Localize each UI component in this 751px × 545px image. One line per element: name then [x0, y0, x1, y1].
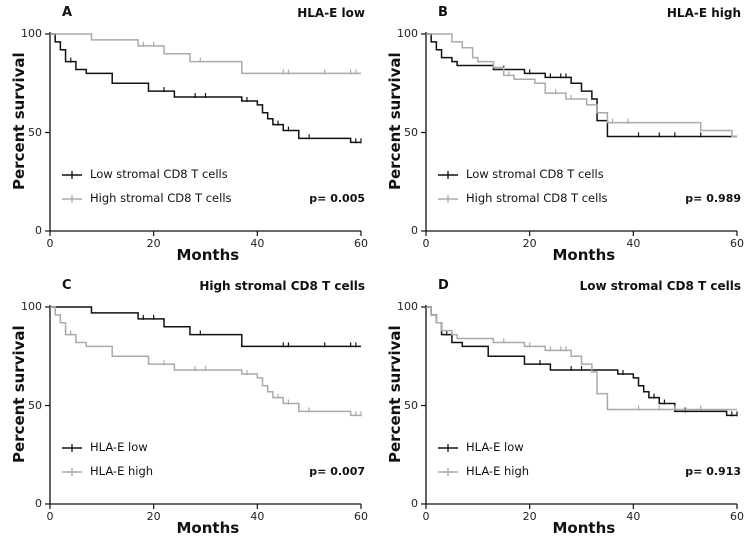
y-tick-label: 50: [28, 398, 42, 412]
panel-letter: B: [438, 5, 448, 20]
x-tick-label: 0: [46, 510, 54, 523]
y-tick-label: 50: [28, 125, 42, 139]
y-axis-title: Percent survival: [386, 52, 404, 190]
p-value: p= 0.005: [309, 192, 365, 205]
x-axis-title: Months: [552, 246, 616, 264]
x-tick-label: 0: [46, 237, 54, 250]
y-axis-title: Percent survival: [386, 325, 404, 463]
p-value: p= 0.989: [685, 192, 741, 205]
km-plot-svg: [421, 32, 738, 236]
x-tick-label: 60: [354, 510, 368, 523]
p-value: p= 0.913: [685, 465, 741, 478]
x-axis-title: Months: [176, 246, 240, 264]
p-value: p= 0.007: [309, 465, 365, 478]
km-panel-d: 0 50 100 0 20 40 60 HLA-E low HLA-E high D Low str…: [376, 273, 751, 545]
legend-label: High stromal CD8 T cells: [90, 191, 232, 205]
km-curve-gray: [426, 33, 737, 138]
km-curve-gray: [50, 306, 361, 417]
km-curve-gray: [50, 33, 361, 75]
y-tick-label: 100: [397, 300, 418, 313]
x-axis-title: Months: [176, 519, 240, 537]
km-plot-svg: [45, 32, 362, 236]
km-plot-svg: [45, 305, 362, 509]
panel-letter: A: [62, 5, 73, 20]
km-panel-a: 0 50 100 0 20 40 60 Low stromal CD8 T cells High…: [0, 0, 375, 272]
x-tick-label: 40: [250, 510, 265, 523]
panel-title: High stromal CD8 T cells: [199, 279, 365, 293]
y-tick-label: 50: [404, 125, 418, 139]
y-axis-title: Percent survival: [10, 52, 28, 190]
km-plot-svg: [421, 305, 738, 509]
x-axis-title: Months: [552, 519, 616, 537]
y-axis-title: Percent survival: [10, 325, 28, 463]
km-panel-c: 0 50 100 0 20 40 60 HLA-E low HLA-E high C High st…: [0, 273, 375, 545]
x-tick-label: 0: [422, 510, 430, 523]
x-tick-label: 40: [250, 237, 265, 250]
x-tick-label: 60: [354, 237, 368, 250]
y-tick-label: 0: [35, 497, 42, 510]
y-tick-label: 0: [411, 497, 418, 510]
x-tick-label: 20: [146, 237, 161, 250]
km-curve-black: [50, 306, 361, 348]
y-tick-label: 100: [397, 27, 418, 40]
x-tick-label: 40: [626, 510, 641, 523]
y-tick-label: 50: [404, 398, 418, 412]
legend-label: High stromal CD8 T cells: [466, 191, 608, 205]
y-tick-label: 0: [35, 224, 42, 237]
legend-label: Low stromal CD8 T cells: [90, 167, 228, 181]
y-tick-label: 0: [411, 224, 418, 237]
km-curve-gray: [426, 306, 737, 411]
panel-title: HLA-E high: [666, 6, 741, 20]
x-tick-label: 20: [522, 510, 537, 523]
x-tick-label: 60: [730, 510, 744, 523]
panel-title: HLA-E low: [297, 6, 365, 20]
x-tick-label: 40: [626, 237, 641, 250]
x-tick-label: 20: [146, 510, 161, 523]
km-curve-black: [426, 33, 737, 138]
x-tick-label: 60: [730, 237, 744, 250]
legend-label: HLA-E high: [466, 464, 530, 478]
km-panel-b: 0 50 100 0 20 40 60 Low stromal CD8 T cells High…: [376, 0, 751, 272]
legend-label: HLA-E low: [466, 440, 524, 454]
y-tick-label: 100: [21, 300, 42, 313]
y-tick-label: 100: [21, 27, 42, 40]
x-tick-label: 20: [522, 237, 537, 250]
legend-label: HLA-E high: [90, 464, 154, 478]
x-tick-label: 0: [422, 237, 430, 250]
legend-label: Low stromal CD8 T cells: [466, 167, 604, 181]
panel-title: Low stromal CD8 T cells: [579, 279, 741, 293]
panel-letter: D: [438, 278, 449, 293]
km-curve-black: [50, 33, 361, 144]
legend-label: HLA-E low: [90, 440, 148, 454]
panel-letter: C: [62, 278, 72, 293]
